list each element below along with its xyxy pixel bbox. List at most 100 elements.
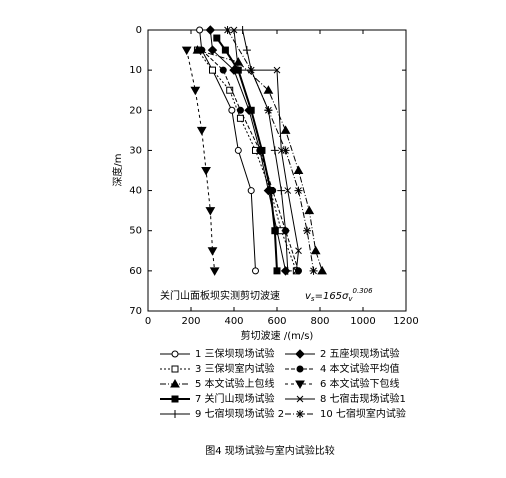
marker [263,85,274,94]
marker [293,165,304,174]
marker [181,46,192,56]
y-tick-label: 60 [129,266,142,277]
x-tick-label: 800 [310,316,329,327]
y-tick-label: 20 [129,105,142,116]
marker [209,267,220,276]
legend-marker [171,395,179,403]
marker [236,114,244,122]
legend-marker [171,365,179,373]
y-tick-label: 30 [129,145,142,156]
marker [219,66,227,74]
marker [284,187,292,194]
marker [236,106,244,114]
y-tick-label: 40 [129,186,142,197]
marker [281,226,290,235]
marker [267,187,275,195]
marker [226,86,234,94]
legend-label: 9 七宿坝现场试验 2 [195,407,284,420]
series-line [197,49,297,272]
y-tick-label: 70 [129,306,142,317]
marker [283,266,292,275]
legend-marker [295,349,305,359]
legend-marker [296,365,304,373]
caption: 图4 现场试验与室内试验比较 [205,444,335,457]
marker [205,207,216,216]
marker [310,245,321,255]
marker [247,106,255,114]
legend-label: 4 本文试验平均值 [320,362,400,375]
series-line [215,37,278,271]
legend-label: 8 七宿击现场试验1 [320,392,406,405]
marker [196,26,204,34]
marker [242,46,251,55]
marker [247,66,256,75]
x-tick-label: 0 [145,316,151,327]
marker [280,125,291,134]
formula-part: v [305,291,312,302]
y-tick-label: 0 [136,25,142,36]
legend-marker [171,350,179,358]
series-line [197,49,323,272]
x-axis-label: 剪切波速 /(m/s) [241,329,314,342]
marker [252,267,259,275]
marker [238,26,247,34]
y-tick-label: 50 [129,226,142,237]
formula: vs=165σv0.306 [305,287,373,303]
marker [223,26,232,34]
marker [192,45,203,54]
y-axis-label: 深度/m [111,153,124,186]
legend-label: 2 五座坝现场试验 [320,347,400,360]
marker [209,66,216,74]
legend-label: 7 关门山现场试验 [195,392,275,405]
x-tick-label: 200 [181,316,200,327]
marker [281,146,290,155]
x-tick-label: 1200 [393,316,418,327]
marker [304,205,315,215]
legend-label: 10 七宿坝室内试验 [320,407,406,420]
x-tick-label: 1000 [350,316,375,327]
marker [201,167,211,176]
legend-marker [296,395,304,403]
marker [196,126,207,136]
legend-marker [170,378,180,388]
y-tick-label: 10 [129,65,142,76]
marker [205,25,216,35]
marker [213,34,221,42]
marker [207,247,218,256]
marker [273,267,281,275]
legend-label: 1 三保坝现场试验 [195,347,275,360]
marker [234,146,242,154]
marker [295,247,302,255]
formula-part: v [348,295,353,303]
marker [270,146,279,155]
marker [292,267,300,275]
legend-label: 6 本文试验下包线 [320,377,400,390]
legend-marker [295,380,305,390]
formula-part: =165σ [315,291,349,302]
series-line [242,29,289,271]
marker [234,66,242,74]
legend-marker [296,410,304,418]
marker [190,86,201,96]
marker [221,46,229,54]
marker [294,186,303,195]
marker [230,26,238,34]
marker [247,187,255,195]
series-line [186,49,216,271]
marker [264,106,273,115]
series-line [199,29,256,271]
formula-part: 0.306 [353,287,374,295]
marker [273,66,281,74]
marker [228,106,236,114]
marker [303,226,312,235]
marker [271,227,279,235]
legend-label: 5 本文试验上包线 [195,377,275,390]
legend-label: 3 三保坝室内试验 [195,362,275,375]
x-tick-label: 400 [224,316,243,327]
x-tick-label: 600 [267,316,286,327]
series-line [209,29,287,271]
marker [309,266,318,275]
marker [233,57,244,66]
marker [258,146,266,154]
